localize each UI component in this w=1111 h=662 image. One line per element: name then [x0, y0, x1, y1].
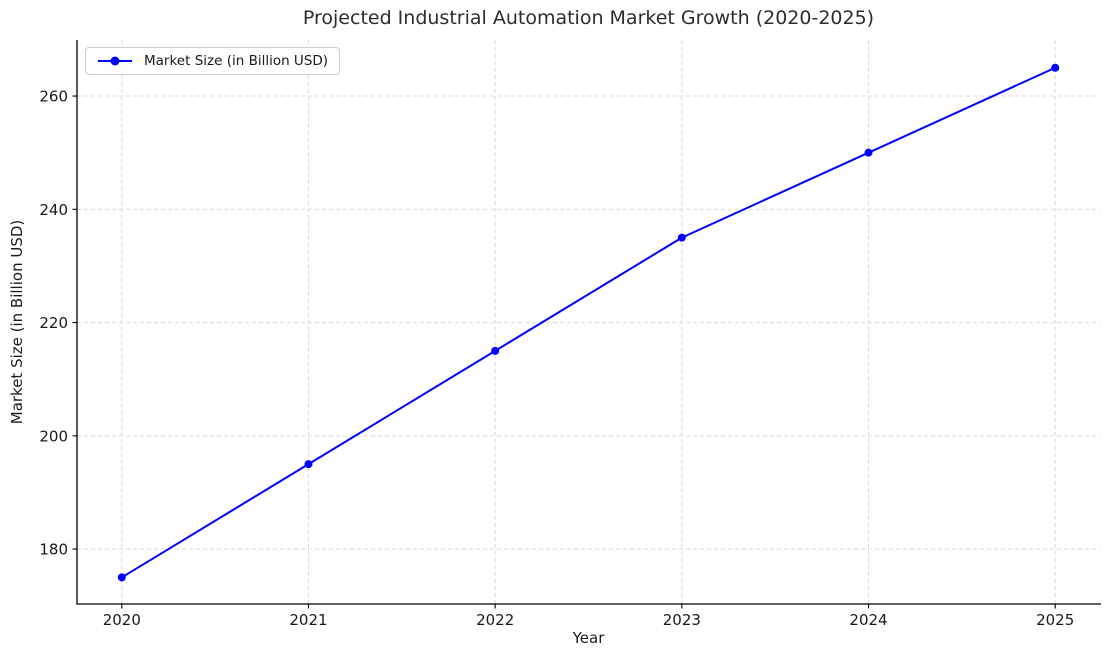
data-point-marker — [1051, 63, 1060, 72]
y-tick-label: 260 — [39, 88, 68, 106]
data-point-marker — [864, 148, 873, 157]
legend-label: Market Size (in Billion USD) — [144, 53, 329, 69]
x-tick-label: 2023 — [663, 611, 701, 629]
x-tick-label: 2021 — [289, 611, 327, 629]
data-point-marker — [304, 460, 313, 469]
data-point-marker — [117, 573, 126, 582]
x-tick-label: 2024 — [849, 611, 887, 629]
y-tick-label: 180 — [39, 541, 68, 559]
chart-title: Projected Industrial Automation Market G… — [302, 7, 875, 29]
data-point-marker — [491, 346, 500, 355]
y-tick-label: 200 — [39, 427, 68, 445]
x-tick-label: 2025 — [1036, 611, 1074, 629]
legend-dot-sample — [110, 56, 120, 66]
y-tick-label: 220 — [39, 314, 68, 332]
y-axis-label: Market Size (in Billion USD) — [8, 219, 26, 425]
x-tick-label: 2022 — [476, 611, 514, 629]
data-point-marker — [677, 233, 686, 242]
legend: Market Size (in Billion USD) — [85, 47, 341, 75]
x-axis-label: Year — [572, 629, 605, 647]
y-tick-label: 240 — [39, 201, 68, 219]
data-line — [120, 66, 1057, 579]
x-tick-label: 2020 — [103, 611, 141, 629]
legend-line-marker-icon — [98, 56, 132, 66]
